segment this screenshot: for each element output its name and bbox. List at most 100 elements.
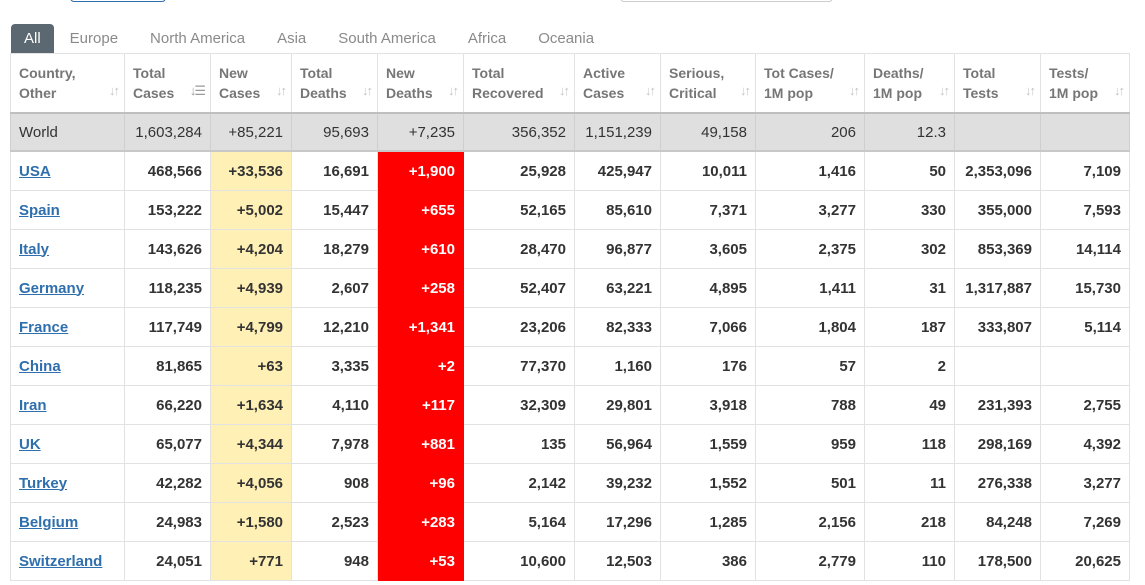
cell-tests-per-1m: 7,269 bbox=[1040, 502, 1130, 542]
cell-deaths-per-1m: 330 bbox=[864, 190, 955, 230]
cell-tests-per-1m bbox=[1040, 346, 1130, 386]
column-header-active-cases[interactable]: Active Cases ↓↑ bbox=[574, 53, 661, 114]
sort-icon[interactable]: ↓↑ bbox=[362, 83, 373, 98]
cell-total-deaths: 95,693 bbox=[291, 112, 378, 152]
column-header-line1: Total bbox=[300, 65, 333, 81]
cell-serious-critical: 1,285 bbox=[660, 502, 756, 542]
sort-desc-icon[interactable]: ↓☰ bbox=[189, 83, 206, 98]
cell-active-cases: 56,964 bbox=[574, 424, 661, 464]
cell-country: China bbox=[10, 346, 125, 386]
cell-total-cases: 66,220 bbox=[124, 385, 211, 425]
cell-new-deaths: +655 bbox=[377, 190, 464, 230]
cell-country: Italy bbox=[10, 229, 125, 269]
country-link[interactable]: Spain bbox=[19, 201, 60, 219]
cell-tot-cases-per-1m: 501 bbox=[755, 463, 865, 503]
cell-deaths-per-1m: 118 bbox=[864, 424, 955, 464]
cell-active-cases: 425,947 bbox=[574, 150, 661, 191]
tab-oceania[interactable]: Oceania bbox=[538, 30, 595, 47]
country-link[interactable]: Germany bbox=[19, 279, 85, 297]
sort-icon[interactable]: ↓↑ bbox=[1114, 83, 1125, 98]
cell-active-cases: 39,232 bbox=[574, 463, 661, 503]
table-row: China 81,865 +63 3,335 +2 77,370 1,160 176 57 2 bbox=[10, 346, 1130, 386]
column-header-tests-per-1m[interactable]: Tests/1M pop ↓↑ bbox=[1040, 53, 1130, 114]
tab-north-america[interactable]: North America bbox=[150, 30, 246, 47]
table-row: Italy 143,626 +4,204 18,279 +610 28,470 96,877… bbox=[10, 229, 1130, 269]
cell-total-tests: 231,393 bbox=[954, 385, 1041, 425]
cell-tot-cases-per-1m: 1,416 bbox=[755, 150, 865, 191]
column-header-new-deaths[interactable]: New Deaths ↓↑ bbox=[377, 53, 464, 114]
sort-icon[interactable]: ↓↑ bbox=[1025, 83, 1036, 98]
cell-new-deaths: +1,341 bbox=[377, 307, 464, 347]
column-header-tot-cases-per-1m[interactable]: Tot Cases/1M pop ↓↑ bbox=[755, 53, 865, 114]
cell-new-cases: +4,056 bbox=[210, 463, 292, 503]
sort-icon[interactable]: ↓↑ bbox=[645, 83, 656, 98]
sort-icon[interactable]: ↓↑ bbox=[740, 83, 751, 98]
country-link[interactable]: Iran bbox=[19, 396, 47, 414]
cell-new-cases: +85,221 bbox=[210, 112, 292, 152]
country-link[interactable]: UK bbox=[19, 435, 41, 453]
column-header-total-deaths[interactable]: Total Deaths ↓↑ bbox=[291, 53, 378, 114]
cell-active-cases: 96,877 bbox=[574, 229, 661, 269]
country-link[interactable]: China bbox=[19, 357, 61, 375]
cell-new-cases: +4,799 bbox=[210, 307, 292, 347]
top-button[interactable] bbox=[70, 0, 166, 2]
cell-total-recovered: 2,142 bbox=[463, 463, 575, 503]
country-link[interactable]: Turkey bbox=[19, 474, 68, 492]
column-header-total-tests[interactable]: Total Tests ↓↑ bbox=[954, 53, 1041, 114]
cell-total-cases: 42,282 bbox=[124, 463, 211, 503]
column-header-total-recovered[interactable]: Total Recovered ↓↑ bbox=[463, 53, 575, 114]
column-header-line1: Total bbox=[963, 65, 996, 81]
cell-tot-cases-per-1m: 2,375 bbox=[755, 229, 865, 269]
country-link[interactable]: France bbox=[19, 318, 69, 336]
sort-icon[interactable]: ↓↑ bbox=[939, 83, 950, 98]
cell-new-cases: +4,204 bbox=[210, 229, 292, 269]
cell-total-tests: 84,248 bbox=[954, 502, 1041, 542]
column-header-new-cases[interactable]: New Cases ↓↑ bbox=[210, 53, 292, 114]
cell-new-deaths: +96 bbox=[377, 463, 464, 503]
cell-new-cases: +4,939 bbox=[210, 268, 292, 308]
table-row: France 117,749 +4,799 12,210 +1,341 23,206 82,… bbox=[10, 307, 1130, 347]
cell-total-tests bbox=[954, 112, 1041, 152]
cell-total-deaths: 2,523 bbox=[291, 502, 378, 542]
tab-south-america[interactable]: South America bbox=[338, 30, 436, 47]
cell-total-tests: 178,500 bbox=[954, 541, 1041, 581]
sort-icon[interactable]: ↓↑ bbox=[448, 83, 459, 98]
country-link[interactable]: Italy bbox=[19, 240, 50, 258]
column-header-total-cases[interactable]: Total Cases ↓☰ bbox=[124, 53, 211, 114]
cell-active-cases: 17,296 bbox=[574, 502, 661, 542]
cell-active-cases: 1,151,239 bbox=[574, 112, 661, 152]
cell-total-deaths: 948 bbox=[291, 541, 378, 581]
cell-tot-cases-per-1m: 206 bbox=[755, 112, 865, 152]
table-row: UK 65,077 +4,344 7,978 +881 135 56,964 1,559 959… bbox=[10, 424, 1130, 464]
search-input[interactable] bbox=[620, 0, 833, 2]
column-header-line1: Total bbox=[133, 65, 166, 81]
cell-serious-critical: 7,371 bbox=[660, 190, 756, 230]
cell-new-deaths: +53 bbox=[377, 541, 464, 581]
cell-total-tests: 2,353,096 bbox=[954, 150, 1041, 191]
cell-country: UK bbox=[10, 424, 125, 464]
cell-total-deaths: 4,110 bbox=[291, 385, 378, 425]
cell-total-deaths: 18,279 bbox=[291, 229, 378, 269]
column-header-deaths-per-1m[interactable]: Deaths/1M pop ↓↑ bbox=[864, 53, 955, 114]
sort-icon[interactable]: ↓↑ bbox=[109, 83, 120, 98]
sort-icon[interactable]: ↓↑ bbox=[276, 83, 287, 98]
cell-tests-per-1m: 3,277 bbox=[1040, 463, 1130, 503]
sort-icon[interactable]: ↓↑ bbox=[849, 83, 860, 98]
tab-europe[interactable]: Europe bbox=[69, 30, 119, 47]
tab-asia[interactable]: Asia bbox=[277, 30, 307, 47]
cell-tests-per-1m: 4,392 bbox=[1040, 424, 1130, 464]
sort-icon[interactable]: ↓↑ bbox=[559, 83, 570, 98]
region-tabs: All Europe North America Asia South Amer… bbox=[11, 24, 610, 53]
cell-country: USA bbox=[10, 150, 125, 191]
column-header-serious-critical[interactable]: Serious, Critical ↓↑ bbox=[660, 53, 756, 114]
country-link[interactable]: USA bbox=[19, 162, 51, 180]
tab-all[interactable]: All bbox=[11, 24, 54, 53]
tab-africa[interactable]: Africa bbox=[467, 30, 507, 47]
column-header-country[interactable]: Country, Other ↓↑ bbox=[10, 53, 125, 114]
cell-new-cases: +1,634 bbox=[210, 385, 292, 425]
cell-tot-cases-per-1m: 1,411 bbox=[755, 268, 865, 308]
country-link[interactable]: Switzerland bbox=[19, 552, 103, 570]
country-link[interactable]: Belgium bbox=[19, 513, 79, 531]
cell-serious-critical: 1,559 bbox=[660, 424, 756, 464]
cell-total-deaths: 16,691 bbox=[291, 150, 378, 191]
